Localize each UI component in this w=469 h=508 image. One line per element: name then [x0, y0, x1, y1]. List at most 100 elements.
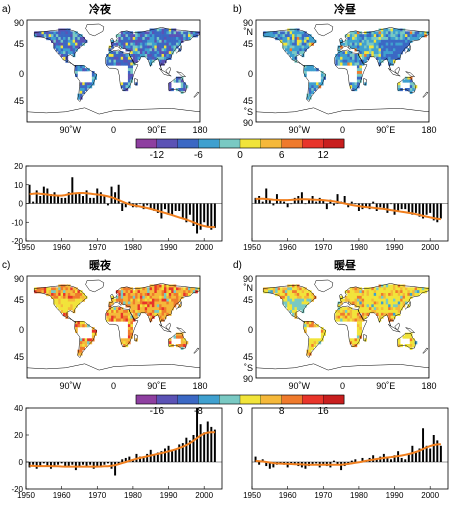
- grid-cell: [390, 39, 394, 43]
- map-y-tick-label: 90: [243, 374, 253, 384]
- grid-cell: [388, 307, 391, 311]
- grid-cell: [127, 324, 131, 328]
- map-y-tick-label: 45: [243, 295, 253, 305]
- grid-cell: [313, 82, 317, 86]
- grid-cell: [407, 31, 411, 35]
- grid-cell: [65, 284, 69, 288]
- grid-cell: [111, 56, 114, 60]
- grid-cell: [151, 34, 155, 38]
- grid-cell: [111, 39, 114, 43]
- bar: [142, 457, 145, 462]
- grid-cell: [364, 31, 367, 35]
- grid-cell: [159, 54, 162, 58]
- grid-cell: [67, 37, 71, 41]
- grid-cell: [120, 59, 124, 63]
- grid-cell: [53, 31, 57, 35]
- grid-cell: [364, 45, 367, 49]
- grid-cell: [127, 327, 131, 331]
- grid-cell: [171, 293, 174, 297]
- grid-cell: [376, 45, 379, 49]
- grid-cell: [75, 68, 78, 72]
- grid-cell: [130, 301, 134, 305]
- grid-cell: [118, 42, 122, 46]
- grid-cell: [163, 293, 167, 297]
- grid-cell: [378, 301, 382, 305]
- grid-cell: [127, 79, 131, 83]
- grid-cell: [392, 51, 396, 55]
- grid-cell: [404, 293, 408, 297]
- grid-cell: [168, 34, 172, 38]
- grid-cell: [294, 28, 298, 32]
- grid-cell: [308, 290, 312, 294]
- grid-cell: [127, 59, 131, 63]
- grid-cell: [89, 82, 93, 86]
- grid-cell: [270, 287, 274, 291]
- grid-cell: [368, 54, 372, 58]
- grid-cell: [125, 295, 129, 299]
- grid-cell: [183, 287, 186, 291]
- grid-cell: [287, 298, 290, 302]
- grid-cell: [364, 295, 367, 299]
- grid-cell: [366, 37, 370, 41]
- grid-cell: [137, 48, 141, 52]
- grid-cell: [139, 31, 143, 35]
- grid-cell: [79, 341, 83, 345]
- grid-cell: [163, 37, 167, 41]
- grid-cell: [113, 312, 117, 316]
- grid-cell: [127, 293, 131, 297]
- grid-cell: [144, 34, 148, 38]
- grid-cell: [388, 293, 391, 297]
- grid-cell: [82, 295, 85, 299]
- grid-cell: [46, 287, 49, 291]
- grid-cell: [397, 307, 401, 311]
- grid-cell: [39, 31, 42, 35]
- grid-cell: [130, 290, 134, 294]
- panel-d-title: 暖昼: [334, 258, 357, 272]
- grid-cell: [118, 307, 122, 311]
- grid-cell: [39, 34, 42, 38]
- grid-cell: [397, 88, 401, 92]
- grid-cell: [366, 298, 370, 302]
- grid-cell: [82, 65, 85, 69]
- grid-cell: [416, 37, 420, 41]
- grid-cell: [137, 39, 141, 43]
- grid-cell: [284, 304, 288, 308]
- grid-cell: [400, 293, 403, 297]
- grid-cell: [356, 79, 360, 83]
- grid-cell: [120, 338, 124, 342]
- grid-cell: [313, 295, 317, 299]
- grid-cell: [287, 34, 290, 38]
- grid-cell: [376, 298, 379, 302]
- grid-cell: [320, 332, 324, 336]
- grid-cell: [106, 315, 109, 319]
- grid-cell: [58, 42, 61, 46]
- colorbar-label: -12: [150, 150, 165, 161]
- grid-cell: [171, 45, 174, 49]
- grid-cell: [347, 307, 351, 311]
- grid-cell: [168, 37, 172, 41]
- grid-cell: [120, 301, 124, 305]
- x-tick-label: 1980: [350, 491, 368, 500]
- grid-cell: [75, 295, 78, 299]
- grid-cell: [287, 42, 290, 46]
- grid-cell: [359, 31, 363, 35]
- grid-cell: [70, 31, 73, 35]
- x-tick-label: 1960: [53, 243, 71, 252]
- grid-cell: [299, 298, 302, 302]
- grid-cell: [378, 293, 382, 297]
- grid-cell: [53, 45, 57, 49]
- grid-cell: [178, 42, 182, 46]
- grid-cell: [111, 307, 114, 311]
- grid-cell: [292, 304, 295, 308]
- grid-cell: [366, 45, 370, 49]
- grid-cell: [149, 287, 153, 291]
- grid-cell: [368, 45, 372, 49]
- grid-cell: [294, 290, 298, 294]
- grid-cell: [156, 54, 160, 58]
- grid-cell: [166, 290, 170, 294]
- grid-cell: [340, 298, 343, 302]
- grid-cell: [106, 312, 109, 316]
- grid-cell: [414, 293, 418, 297]
- grid-cell: [304, 48, 307, 52]
